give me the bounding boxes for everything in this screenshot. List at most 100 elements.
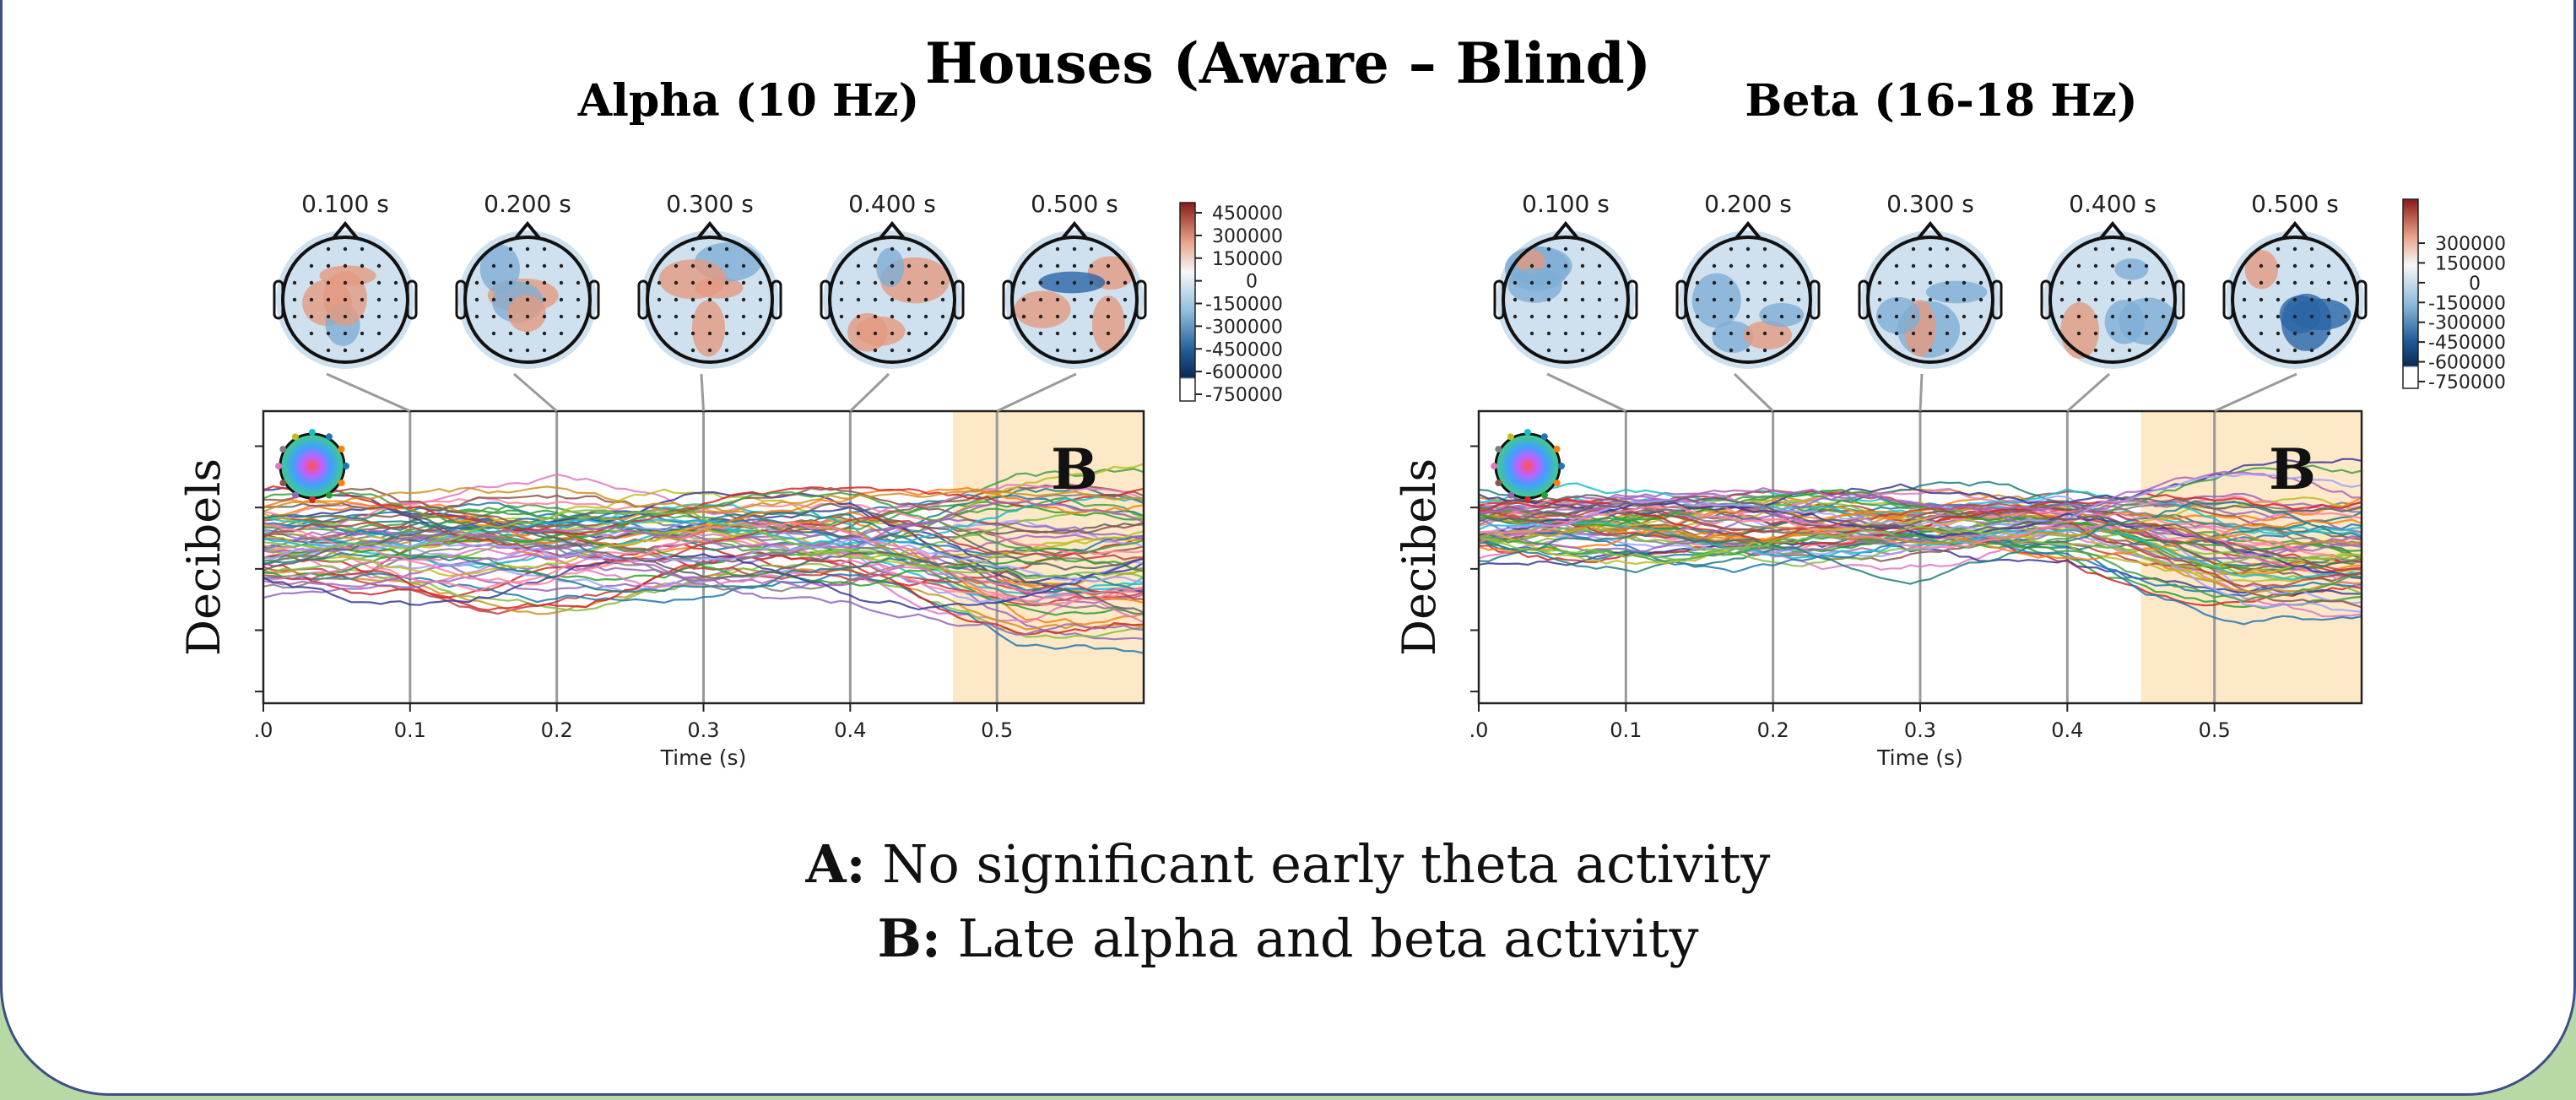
electrode-dot	[856, 263, 861, 268]
note-b-key: B:	[877, 908, 941, 969]
topomap-connector	[2214, 372, 2297, 413]
series-line	[262, 539, 1145, 603]
left-ear-outline	[273, 279, 284, 320]
electrode-dot	[1580, 348, 1585, 353]
electrode-dot	[1123, 297, 1128, 302]
topomap-blob	[1014, 290, 1071, 328]
electrode-dot	[2309, 247, 2314, 252]
nose-outline	[1734, 220, 1762, 240]
electrode-dot	[376, 331, 382, 336]
topomap	[1002, 220, 1147, 369]
electrode-dot	[674, 331, 679, 336]
electrode-dot	[2309, 348, 2314, 353]
series-line	[262, 490, 1145, 554]
electrode-dot	[890, 247, 895, 252]
nose-outline	[1917, 220, 1944, 240]
electrode-dot	[1546, 348, 1551, 353]
topomap	[1858, 220, 2003, 369]
left-ear-outline	[637, 279, 649, 320]
electrode-dot	[890, 297, 895, 302]
electrode-dot	[2326, 280, 2331, 285]
electrode-dot	[2059, 297, 2065, 302]
electrode-dot	[906, 247, 912, 252]
electrode-dot	[1072, 280, 1077, 285]
topomap-blob	[1091, 295, 1125, 353]
electrode-dot	[2144, 280, 2149, 285]
electrode-dot	[292, 280, 297, 285]
electrode-dot	[839, 280, 844, 285]
electrode-dot	[2110, 297, 2115, 302]
electrode-dot	[292, 297, 297, 302]
electrode-dot	[2292, 297, 2297, 302]
electrode-dot	[508, 297, 513, 302]
electrode-dot	[309, 280, 314, 285]
electrode-dot	[690, 263, 695, 268]
sensor-dot	[1541, 491, 1549, 499]
topomap-blob	[1876, 296, 1920, 334]
topomap-time-label: 0.400 s	[848, 190, 936, 218]
colorbar-tick-label: 150000	[1212, 249, 1283, 270]
electrode-dot	[1529, 314, 1534, 319]
right-ear-outline	[2173, 279, 2185, 320]
electrode-dot	[360, 348, 365, 353]
sensor-dot	[1524, 496, 1532, 503]
electrode-dot	[1729, 297, 1734, 302]
alpha-panel: .0 0.1 0.2 0.3 0.4 0.5 Time (s) Decibels B 0.100 …	[177, 190, 1283, 770]
series-line	[1478, 526, 2362, 570]
electrode-dot	[1962, 280, 1967, 285]
electrode-dot	[2161, 314, 2166, 319]
electrode-dot	[741, 280, 746, 285]
electrode-dot	[1962, 331, 1967, 336]
sensor-dot	[1553, 445, 1561, 452]
left-ear-outline	[2222, 279, 2234, 320]
electrode-dot	[576, 314, 581, 319]
electrode-dot	[525, 263, 530, 268]
electrode-dot	[1729, 263, 1734, 268]
topomap-connector	[1546, 372, 1626, 413]
topomap-connector	[1918, 373, 1924, 412]
electrode-dot	[1563, 263, 1568, 268]
electrode-dot	[1729, 331, 1734, 336]
electrode-dot	[376, 263, 382, 268]
topomap-time-label: 0.500 s	[1031, 190, 1118, 218]
topomap-blob	[507, 295, 546, 333]
electrode-dot	[343, 280, 348, 285]
electrode-dot	[326, 348, 331, 353]
electrode-dot	[890, 348, 895, 353]
electrode-dot	[326, 247, 331, 252]
sensor-dot	[1507, 433, 1514, 441]
series-line	[262, 485, 1145, 512]
x-axis-label: Time (s)	[660, 745, 747, 770]
topomap-blob	[2244, 250, 2279, 290]
x-tick-label: 0.4	[834, 718, 866, 742]
electrode-dot	[360, 247, 365, 252]
electrode-dot	[890, 280, 895, 285]
electrode-dot	[2144, 263, 2149, 268]
electrode-dot	[856, 297, 861, 302]
series-line	[1478, 500, 2362, 585]
electrode-dot	[2259, 297, 2264, 302]
colorbar-tick-label: -150000	[1205, 295, 1283, 316]
note-a-key: A:	[805, 833, 866, 895]
topomap-time-label: 0.200 s	[484, 190, 571, 218]
electrode-dot	[1729, 247, 1734, 252]
electrode-dot	[1928, 280, 1933, 285]
electrode-dot	[2127, 247, 2132, 252]
electrode-dot	[2110, 314, 2115, 319]
series-line	[1478, 523, 2362, 546]
electrode-dot	[690, 348, 695, 353]
electrode-dot	[1580, 314, 1585, 319]
topomap-time-label: 0.400 s	[2069, 190, 2157, 218]
electrode-dot	[1055, 263, 1060, 268]
x-tick-label: .0	[254, 718, 273, 742]
electrode-dot	[1962, 297, 1967, 302]
series-line	[1478, 517, 2362, 577]
topomap	[637, 220, 782, 369]
right-ear-outline	[1626, 279, 1638, 320]
series-line	[1478, 470, 2362, 545]
electrode-dot	[1038, 331, 1043, 336]
electrode-dot	[1962, 314, 1967, 319]
left-ear-outline	[820, 279, 831, 320]
electrode-dot	[2326, 314, 2331, 319]
